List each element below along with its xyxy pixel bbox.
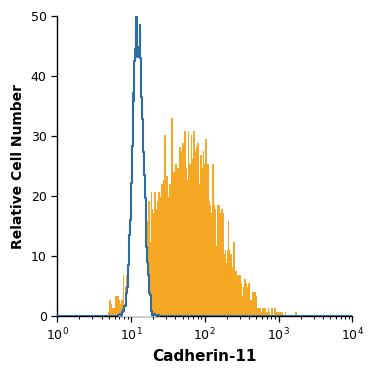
X-axis label: Cadherin-11: Cadherin-11 <box>153 349 257 364</box>
Y-axis label: Relative Cell Number: Relative Cell Number <box>11 84 25 249</box>
